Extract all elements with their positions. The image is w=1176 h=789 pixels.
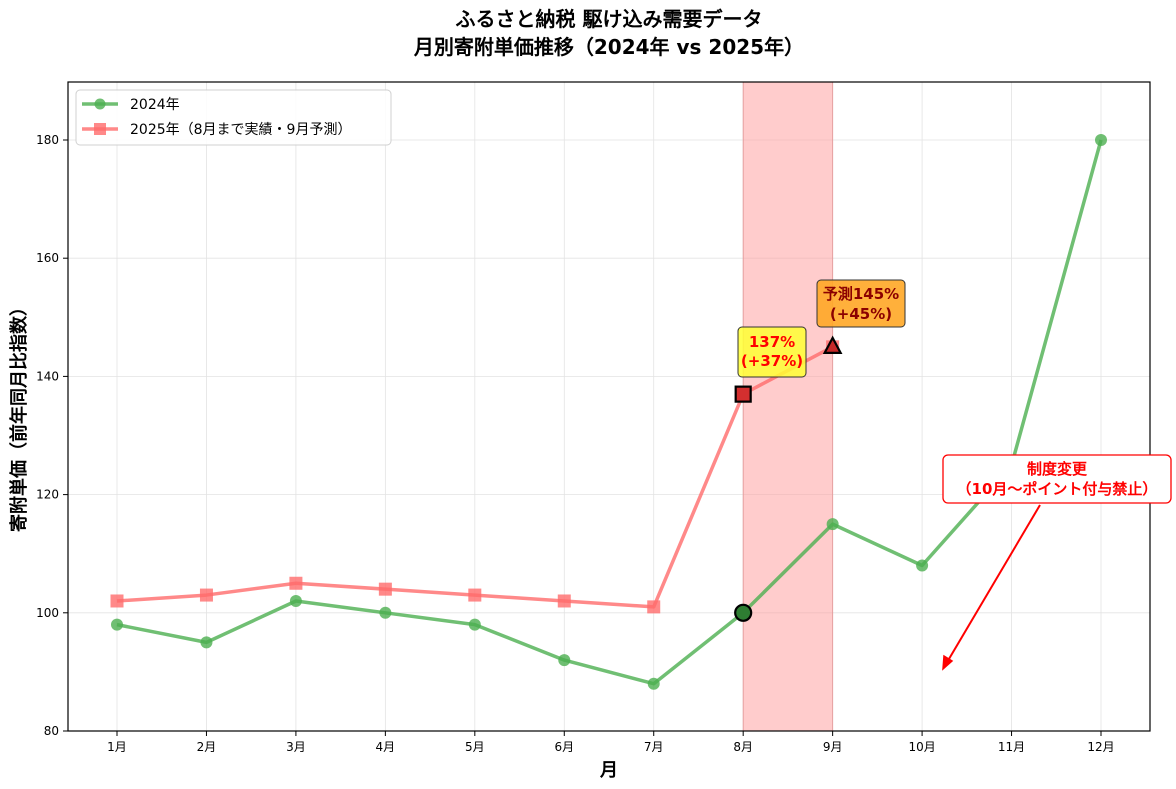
data-point-circle bbox=[1095, 134, 1107, 146]
legend: 2024年 2025年（8月まで実績・9月予測） bbox=[75, 89, 392, 146]
annotation-text-line2: （10月～ポイント付与禁止） bbox=[957, 480, 1158, 498]
annotation-text-line1: 制度変更 bbox=[1027, 460, 1088, 478]
plot-area: 1月 2月 3月 4月 5月 6月 7月 8月 9月 10月 11月 12月 80 100 120 140 16… bbox=[36, 81, 1151, 754]
annotation-box-orange bbox=[816, 279, 906, 328]
highlight-marker-2025-aug bbox=[734, 385, 752, 403]
highlight-span-aug-sep bbox=[742, 81, 834, 732]
legend-box bbox=[75, 89, 392, 146]
chart-title-line1: ふるさと納税 駆け込み需要データ bbox=[456, 7, 763, 31]
data-point-square bbox=[647, 600, 661, 614]
x-tick-label: 12月 bbox=[1087, 740, 1114, 754]
data-point-square bbox=[378, 582, 392, 596]
annotation-box-white bbox=[942, 454, 1172, 504]
arrow-line bbox=[945, 504, 1041, 665]
x-tick-label: 11月 bbox=[998, 740, 1025, 754]
x-tick-label: 4月 bbox=[376, 740, 396, 754]
x-tick-label: 9月 bbox=[823, 740, 843, 754]
y-tick-label: 160 bbox=[36, 251, 59, 265]
plot-frame bbox=[67, 81, 1151, 732]
y-tick-label: 180 bbox=[36, 133, 59, 147]
annotation-text-line2: (+45%) bbox=[830, 305, 892, 323]
series-line-2024年 bbox=[116, 139, 1103, 686]
x-tick-label: 7月 bbox=[644, 740, 664, 754]
x-tick-label: 3月 bbox=[286, 740, 306, 754]
data-point-circle bbox=[200, 636, 213, 649]
data-point-circle bbox=[916, 559, 929, 572]
annotation-text-line1: 137% bbox=[749, 333, 795, 351]
highlight-marker-2024-aug bbox=[734, 603, 753, 622]
legend-item-2024[interactable]: 2024年 bbox=[82, 97, 180, 113]
x-tick-label: 6月 bbox=[554, 740, 574, 754]
legend-item-2025[interactable]: 2025年（8月まで実績・9月予測） bbox=[82, 122, 351, 138]
series-layer bbox=[110, 134, 1107, 690]
y-tick-label: 120 bbox=[36, 488, 59, 502]
annotation-text-line2: (+37%) bbox=[741, 352, 803, 370]
legend-label-2025: 2025年（8月まで実績・9月予測） bbox=[130, 122, 351, 138]
data-point-square bbox=[557, 594, 571, 608]
data-point-square bbox=[110, 594, 124, 608]
data-point-circle bbox=[558, 654, 571, 667]
chart-title-line2: 月別寄附単価推移（2024年 vs 2025年） bbox=[413, 35, 804, 59]
y-tick-label: 100 bbox=[36, 606, 59, 620]
annotation-sep-145: 予測145% (+45%) bbox=[816, 279, 906, 328]
data-point-circle bbox=[826, 518, 839, 531]
square-marker-icon bbox=[94, 123, 106, 135]
arrow-head-icon bbox=[942, 654, 954, 671]
y-tick-label: 140 bbox=[36, 369, 59, 383]
legend-label-2024: 2024年 bbox=[130, 97, 180, 113]
data-point-circle bbox=[289, 594, 302, 607]
plot-background bbox=[68, 82, 1150, 731]
data-point-circle bbox=[647, 677, 660, 690]
data-point-square bbox=[289, 576, 303, 590]
y-tick-label: 80 bbox=[44, 724, 59, 738]
x-tick-label: 5月 bbox=[465, 740, 485, 754]
data-point-square bbox=[199, 588, 213, 602]
data-point-circle bbox=[111, 618, 123, 631]
x-axis-label: 月 bbox=[599, 760, 618, 781]
data-point-circle bbox=[468, 618, 481, 631]
annotation-box-yellow bbox=[737, 326, 807, 378]
x-tick-label: 8月 bbox=[733, 740, 753, 754]
x-tick-label: 1月 bbox=[107, 740, 127, 754]
annotation-policy-change: 制度変更 （10月～ポイント付与禁止） bbox=[942, 454, 1172, 671]
x-tick-label: 10月 bbox=[908, 740, 935, 754]
data-point-square bbox=[468, 588, 482, 602]
y-axis-label: 寄附単価（前年同月比指数） bbox=[8, 298, 30, 532]
x-tick-label: 2月 bbox=[197, 740, 217, 754]
axis-ticks: 1月 2月 3月 4月 5月 6月 7月 8月 9月 10月 11月 12月 80 100 120 140 16… bbox=[36, 133, 1115, 754]
data-point-circle bbox=[379, 606, 392, 619]
annotation-aug-137: 137% (+37%) bbox=[737, 326, 807, 378]
annotation-text-line1: 予測145% bbox=[823, 285, 899, 303]
triangle-forecast-marker-icon bbox=[822, 335, 843, 354]
circle-marker-icon bbox=[94, 98, 106, 110]
